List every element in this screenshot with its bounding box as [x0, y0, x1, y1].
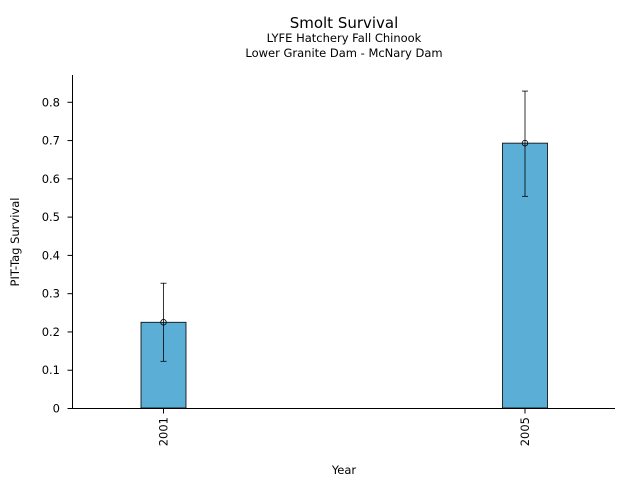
y-axis-label: PIT-Tag Survival [8, 198, 22, 287]
y-tick-label: 0.6 [42, 172, 60, 186]
plot-area [140, 90, 548, 409]
y-tick-label: 0.7 [42, 134, 60, 148]
x-ticks: 2001 2005 [157, 408, 532, 446]
y-tick-label: 0.8 [42, 95, 60, 109]
y-tick-label: 0.5 [42, 210, 60, 224]
x-axis-label: Year [331, 463, 357, 477]
y-tick-label: 0.3 [42, 287, 60, 301]
chart-subtitle-line-2: Lower Granite Dam - McNary Dam [245, 46, 442, 60]
point-marker-2005 [521, 139, 529, 147]
chart-subtitle-line-1: LYFE Hatchery Fall Chinook [267, 31, 422, 45]
x-tick-label-2001: 2001 [157, 417, 171, 446]
y-ticks: 0 0.1 0.2 0.3 0.4 0.5 0.6 0.7 0.8 [42, 95, 73, 416]
chart-title: Smolt Survival [290, 14, 399, 32]
point-marker-2001 [160, 319, 167, 326]
y-tick-label: 0.1 [42, 363, 60, 377]
x-tick-label-2005: 2005 [518, 417, 532, 446]
y-tick-label: 0.4 [42, 248, 60, 262]
y-tick-label: 0 [53, 402, 60, 416]
y-tick-label: 0.2 [42, 325, 60, 339]
